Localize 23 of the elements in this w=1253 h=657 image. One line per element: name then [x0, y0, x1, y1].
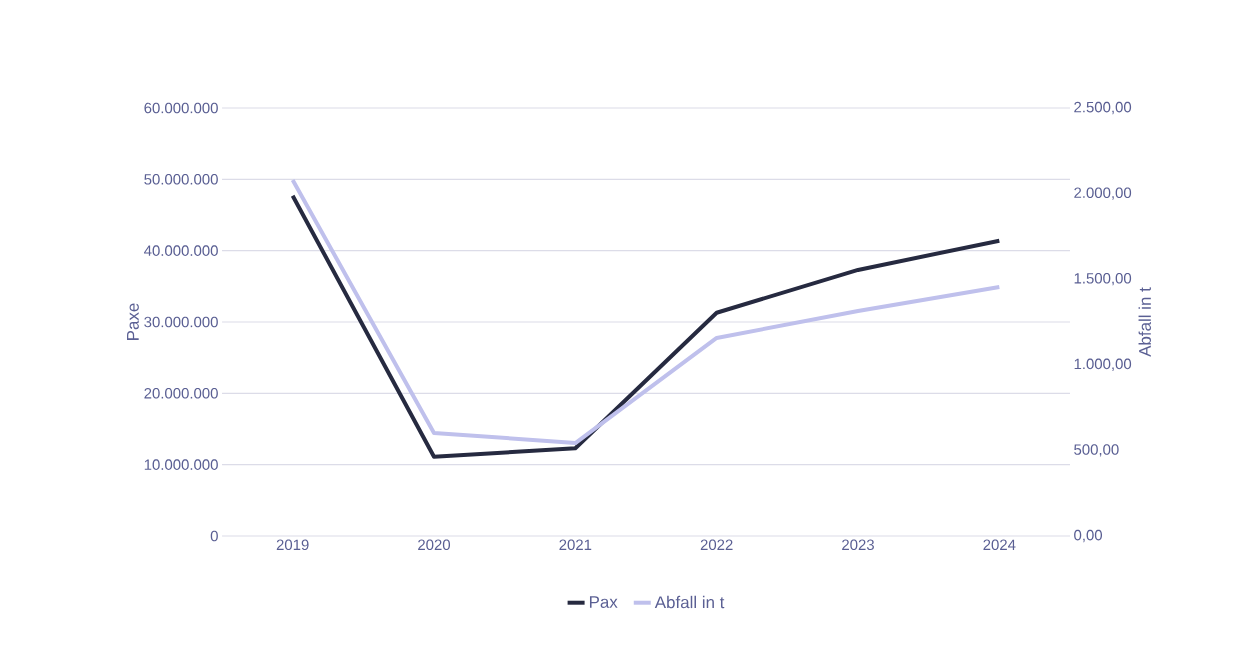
legend-label: Abfall in t: [654, 595, 725, 609]
y-tick-label: 50.000.000: [144, 174, 218, 185]
y2-tick-label: 2.500,00: [1074, 101, 1132, 115]
y2-tick-label: 1.000,00: [1074, 358, 1132, 371]
legend-label: Pax: [589, 596, 618, 608]
x-tick-label: 2024: [983, 539, 1016, 551]
y-tick-label: 40.000.000: [144, 245, 218, 256]
y-tick-label: 60.000.000: [144, 102, 218, 114]
x-tick-label: 2021: [559, 539, 592, 551]
y2-tick-label: 1.500,00: [1074, 273, 1132, 286]
x-tick-label: 2019: [276, 539, 309, 551]
y2-tick-label: 500,00: [1074, 444, 1119, 457]
y-axis-title: Paxe: [127, 303, 139, 340]
y-tick-label: 0: [210, 530, 218, 542]
x-tick-label: 2023: [842, 539, 874, 551]
x-tick-label: 2022: [700, 539, 733, 551]
y2-tick-label: 2.000,00: [1074, 187, 1132, 200]
y2-axis-title: Abfall in t: [1138, 287, 1151, 357]
x-tick-label: 2020: [418, 539, 451, 551]
y-tick-label: 10.000.000: [144, 459, 218, 470]
y2-tick-label: 0,00: [1074, 529, 1103, 543]
y-tick-label: 30.000.000: [144, 316, 218, 328]
y-tick-label: 20.000.000: [144, 388, 218, 399]
